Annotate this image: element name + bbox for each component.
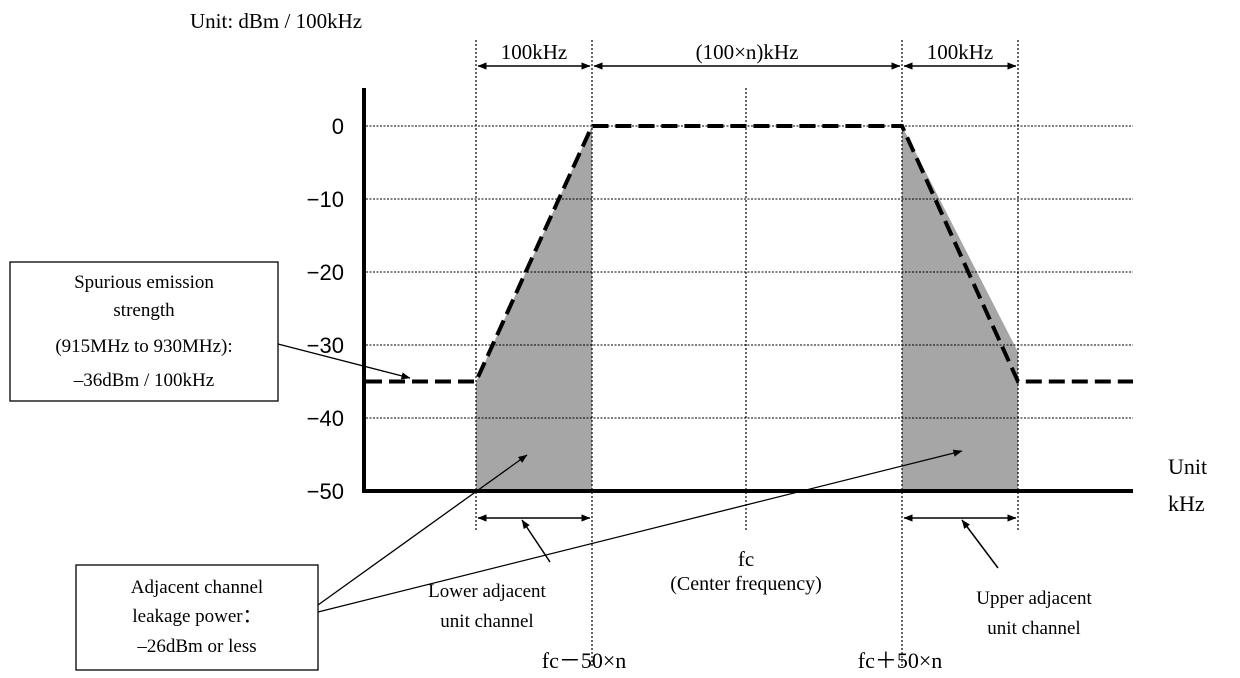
spurious-line: Spurious emission [74,272,214,293]
frequency-guides [475,40,1019,668]
lower-adjacent-channel-area [476,126,592,491]
upper-adjacent-channel-area [902,126,1018,491]
center-frequency-label: (Center frequency) [670,573,822,595]
y-unit-label: Unit: dBm / 100kHz [190,9,362,33]
lower-channel-label: Lower adjacent [428,581,546,602]
span-label-left: 100kHz [501,40,568,64]
acp-pointer-upper [317,449,963,613]
upper-channel-pointer [961,519,999,569]
spurious-line: –36dBm / 100kHz [73,370,214,391]
spurious-line: strength [113,300,175,321]
acp-pointer-lower [317,454,528,606]
acp-line: leakage power： [132,606,261,627]
acp-annotation-text: Adjacent channel leakage power： –26dBm o… [131,577,263,657]
x-unit-label: Unit [1168,454,1207,479]
upper-channel-label: Upper adjacent [976,588,1092,609]
y-tick-label: −10 [307,187,344,212]
y-tick-label: −30 [307,333,344,358]
lower-edge-label: fc－50×n [542,648,627,673]
y-tick-label: −20 [307,260,344,285]
x-unit-label: kHz [1168,491,1205,516]
y-tick-label: −50 [307,479,344,504]
spurious-pointer [277,343,411,380]
spurious-line: (915MHz to 930MHz): [55,336,232,357]
y-tick-label: 0 [332,114,344,139]
upper-edge-label: fc＋50×n [858,648,943,673]
y-tick-label: −40 [307,406,344,431]
acp-box [75,564,319,671]
spurious-annotation-text: Spurious emission strength (915MHz to 93… [55,272,232,391]
mask-line [366,124,1133,384]
annotation-pointers [277,343,963,613]
center-frequency-label: fc [738,547,754,571]
lower-channel-label: unit channel [440,611,533,632]
mask-layer [366,124,1133,384]
span-label-middle: (100×n)kHz [696,40,799,64]
acp-line: –26dBm or less [136,636,256,657]
upper-channel-label: unit channel [987,618,1080,639]
spurious-box [9,261,279,402]
span-label-right: 100kHz [927,40,994,64]
y-tick-labels: 0 −10 −20 −30 −40 −50 [307,114,344,504]
acp-line: Adjacent channel [131,577,263,598]
